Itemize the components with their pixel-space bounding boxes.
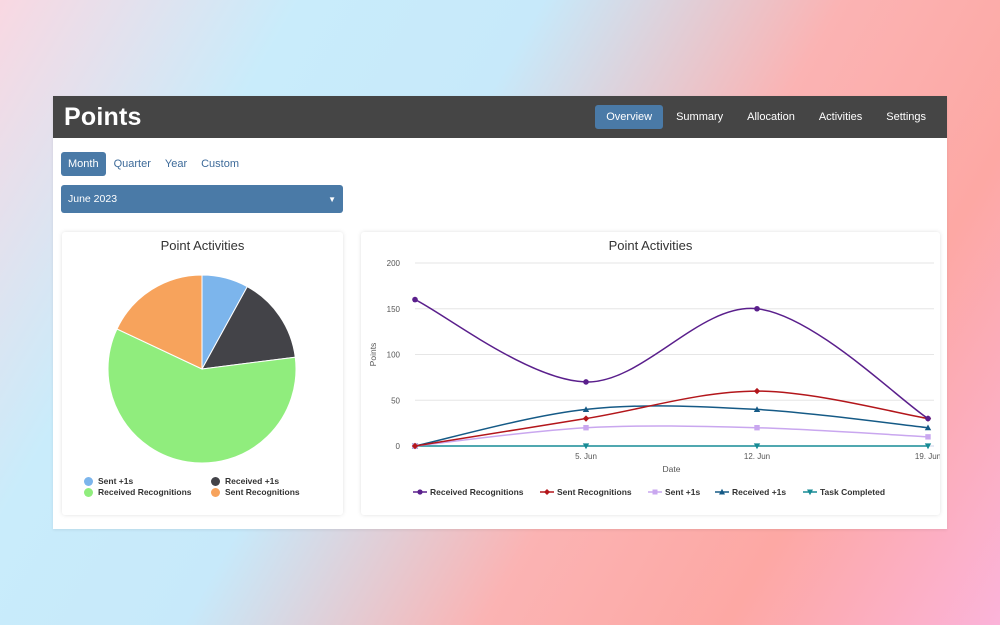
line-legend-item[interactable]: Task Completed	[803, 487, 885, 497]
x-tick-label: 5. Jun	[575, 452, 597, 461]
top-bar: Points Overview Summary Allocation Activ…	[53, 96, 947, 138]
series-line-sent-recognitions	[414, 390, 929, 447]
pie-slice-sent-recognitions	[116, 274, 203, 370]
series-line-sent-1s	[414, 425, 929, 447]
pie-legend-label: Received Recognitions	[98, 487, 192, 497]
main-nav: Overview Summary Allocation Activities S…	[595, 105, 937, 129]
data-point	[753, 443, 761, 450]
legend-marker-square	[648, 489, 662, 495]
data-point	[411, 442, 419, 450]
y-tick-label: 200	[387, 259, 401, 268]
y-tick-label: 0	[396, 442, 401, 451]
legend-marker-diamond	[540, 489, 554, 495]
data-point	[753, 387, 761, 395]
period-tabs: Month Quarter Year Custom	[61, 152, 245, 176]
line-legend: Received Recognitions Sent Recognitions …	[361, 232, 940, 515]
x-tick-label: 19. Jun	[915, 452, 940, 461]
pie-chart	[107, 274, 297, 464]
tab-year[interactable]: Year	[164, 158, 188, 170]
pie-legend-label: Sent Recognitions	[225, 487, 300, 497]
data-point	[924, 443, 932, 450]
line-legend-label: Sent +1s	[665, 487, 701, 497]
data-point	[412, 296, 418, 303]
y-tick-label: 50	[391, 396, 400, 405]
legend-marker-triangle	[715, 488, 729, 495]
line-legend-label: Received +1s	[732, 487, 787, 497]
line-legend-item[interactable]: Received +1s	[715, 487, 786, 497]
x-tick-label: 12. Jun	[744, 452, 770, 461]
tab-quarter[interactable]: Quarter	[113, 158, 151, 170]
app-title: Points	[64, 102, 142, 131]
data-point	[582, 443, 590, 450]
line-legend-item[interactable]: Received Recognitions	[413, 487, 524, 497]
data-point	[582, 415, 590, 422]
pie-chart-title: Point Activities	[160, 238, 245, 253]
line-legend-label: Sent Recognitions	[557, 487, 632, 497]
pie-slice-received-recognitions	[107, 328, 297, 464]
x-axis-title: Date	[663, 464, 681, 474]
data-point	[925, 415, 931, 422]
pie-legend-label: Sent +1s	[98, 476, 134, 486]
line-chart: 0 50 100 150 200 5. Jun 12. Jun 19. Jun Date Poin…	[368, 259, 940, 474]
nav-activities[interactable]: Activities	[818, 111, 863, 123]
pie-chart-card: Point Activities Sent +1s Received +1s R…	[62, 232, 343, 515]
legend-marker-circle	[413, 489, 427, 495]
tab-custom[interactable]: Custom	[201, 158, 240, 170]
y-tick-label: 100	[387, 351, 401, 360]
legend-swatch	[211, 476, 220, 486]
data-point	[583, 425, 589, 431]
pie-legend-item[interactable]: Sent Recognitions	[211, 487, 300, 497]
pie-legend-item[interactable]: Received Recognitions	[84, 487, 192, 497]
legend-marker-triangle-down	[803, 489, 817, 496]
month-select[interactable]: June 2023 ▼	[61, 185, 343, 213]
pie-legend-item[interactable]: Sent +1s	[84, 476, 133, 486]
line-legend-item[interactable]: Sent Recognitions	[540, 487, 632, 497]
tab-month[interactable]: Month	[61, 152, 106, 176]
data-point	[583, 379, 589, 385]
line-legend-item[interactable]: Sent +1s	[648, 487, 700, 497]
data-point	[924, 424, 932, 431]
data-point	[754, 425, 760, 431]
pie-legend: Sent +1s Received +1s Received Recogniti…	[62, 232, 343, 515]
legend-swatch	[211, 487, 220, 497]
line-legend-label: Task Completed	[820, 487, 886, 497]
series-line-received-1s	[414, 405, 929, 447]
data-point	[925, 434, 931, 440]
legend-swatch	[84, 487, 93, 497]
data-point	[754, 305, 760, 312]
chevron-down-icon: ▼	[328, 194, 336, 204]
pie-legend-label: Received +1s	[225, 476, 280, 486]
month-select-value: June 2023	[68, 193, 118, 205]
data-point	[582, 406, 590, 412]
nav-summary[interactable]: Summary	[676, 111, 724, 123]
pie-legend-item[interactable]: Received +1s	[211, 476, 279, 486]
legend-swatch	[84, 476, 93, 486]
line-chart-title: Point Activities	[608, 238, 693, 253]
app-window: Points Overview Summary Allocation Activ…	[53, 96, 947, 529]
data-point	[753, 406, 761, 412]
nav-allocation[interactable]: Allocation	[747, 111, 795, 123]
nav-overview[interactable]: Overview	[595, 105, 664, 129]
nav-settings[interactable]: Settings	[886, 111, 926, 123]
line-legend-label: Received Recognitions	[430, 487, 524, 497]
y-axis-title: Points	[368, 343, 378, 367]
line-chart-card: Point Activities 0 50 100 150 200 5. Jun 12. J…	[361, 232, 940, 515]
series-line-received-recognitions	[414, 298, 929, 420]
y-tick-label: 150	[387, 305, 401, 314]
pie-slice-received-1s	[201, 285, 296, 370]
